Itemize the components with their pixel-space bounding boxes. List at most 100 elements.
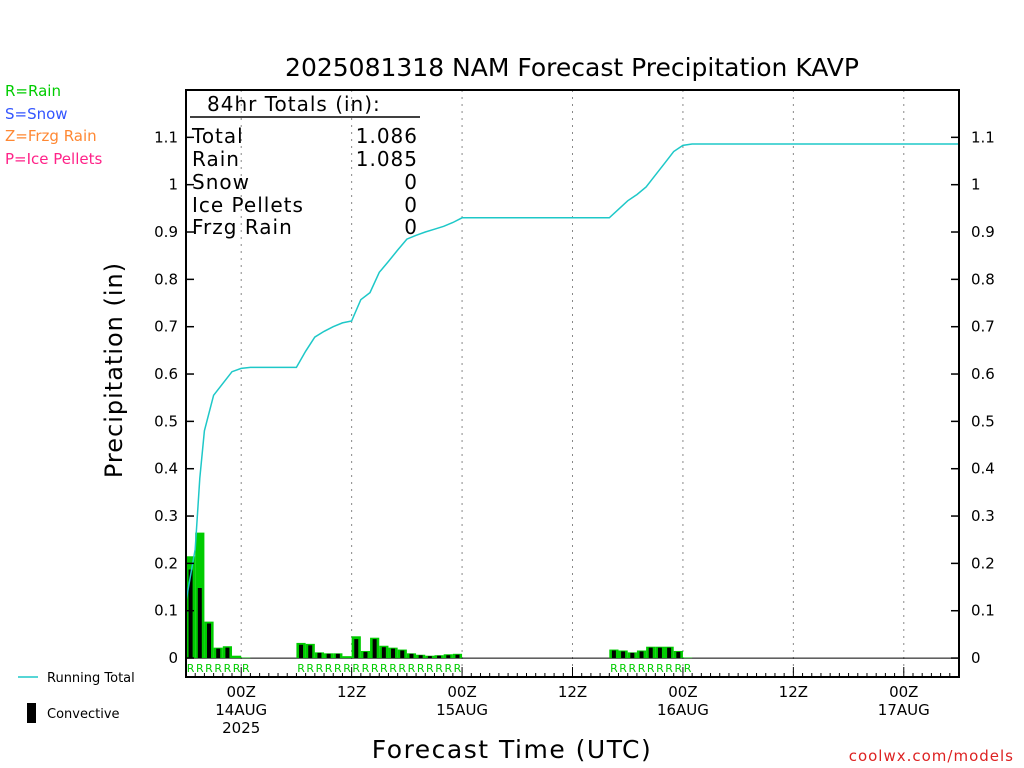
rain-type-mark: R (371, 662, 379, 675)
convective-bar (611, 650, 616, 659)
y-axis-label: Precipitation (in) (100, 262, 128, 478)
rain-type-mark: R (398, 662, 406, 675)
convective-bar (639, 651, 644, 659)
rain-type-mark: R (665, 662, 673, 675)
x-tick-label: 14AUG (215, 701, 267, 719)
totals-value-ice-pellets: 0 (404, 193, 418, 217)
x-tick-label: 12Z (558, 683, 587, 701)
convective-bar (630, 652, 635, 659)
bars (186, 532, 693, 659)
rain-type-mark: R (233, 662, 241, 675)
convective-bar (326, 653, 331, 659)
rain-type-mark: R (343, 662, 351, 675)
convective-bar (299, 644, 304, 659)
x-tick-label: 00Z (889, 683, 918, 701)
x-tick-label: 17AUG (878, 701, 930, 719)
convective-bar (335, 653, 340, 659)
series-legend: Running Total Convective (18, 671, 135, 723)
y-tick-label-right: 0.5 (971, 412, 995, 430)
convective-bar (657, 647, 662, 659)
x-axis-label: Forecast Time (UTC) (372, 735, 652, 764)
convective-bar (317, 652, 322, 659)
y-tick-label-left: 0.1 (154, 602, 178, 620)
rain-type-mark: R (214, 662, 222, 675)
rain-type-mark: R (306, 662, 314, 675)
convective-bar (372, 639, 377, 659)
y-tick-label-left: 0.7 (154, 318, 178, 336)
y-tick-label-right: 0.3 (971, 507, 995, 525)
totals-value-frzg-rain: 0 (404, 215, 418, 239)
convective-bar (676, 651, 681, 659)
totals-value-total: 1.086 (356, 124, 418, 148)
totals-value-snow: 0 (404, 170, 418, 194)
rain-bar (232, 655, 242, 659)
legend-ice-pellets: P=Ice Pellets (5, 150, 102, 168)
convective-bar (418, 655, 423, 659)
convective-bar (400, 650, 405, 659)
rain-type-mark: R (647, 662, 655, 675)
convective-bar (308, 645, 313, 659)
convective-legend-swatch (27, 703, 36, 723)
rain-type-mark: R (454, 662, 462, 675)
x-tick-label: 00Z (447, 683, 476, 701)
convective-bar (455, 654, 460, 659)
totals-label-snow: Snow (192, 170, 250, 194)
rain-type-mark: R (610, 662, 618, 675)
rain-type-mark: R (417, 662, 425, 675)
x-tick-label: 00Z (668, 683, 697, 701)
chart-title: 2025081318 NAM Forecast Precipitation KA… (285, 53, 859, 82)
y-tick-label-right: 0.6 (971, 365, 995, 383)
y-tick-label-right: 1 (971, 176, 981, 194)
y-tick-label-left: 1.1 (154, 128, 178, 146)
type-legend: R=Rain S=Snow Z=Frzg Rain P=Ice Pellets (5, 82, 102, 168)
rain-type-mark: R (638, 662, 646, 675)
convective-bar (391, 648, 396, 659)
totals-header: 84hr Totals (in): (207, 92, 381, 116)
rain-type-mark: R (352, 662, 360, 675)
y-tick-label-left: 0.8 (154, 270, 178, 288)
totals-label-frzg-rain: Frzg Rain (192, 215, 293, 239)
legend-rain: R=Rain (5, 82, 61, 100)
rain-bar (682, 657, 693, 659)
y-tick-label-right: 0.8 (971, 270, 995, 288)
y-tick-label-right: 1.1 (971, 128, 995, 146)
rain-type-mark: R (362, 662, 370, 675)
x-tick-label: 15AUG (436, 701, 488, 719)
legend-snow: S=Snow (5, 105, 68, 123)
y-tick-label-left: 0 (168, 649, 178, 667)
totals-label-ice-pellets: Ice Pellets (192, 193, 304, 217)
convective-legend-label: Convective (47, 707, 120, 722)
y-tick-label-right: 0.1 (971, 602, 995, 620)
x-tick-label: 12Z (779, 683, 808, 701)
convective-bar (188, 569, 193, 659)
running-total-polyline (185, 143, 959, 602)
convective-bar (446, 655, 451, 659)
rain-type-mark: R (187, 662, 195, 675)
rain-type-mark: R (297, 662, 305, 675)
rain-type-mark: R (444, 662, 452, 675)
x-tick-label: 00Z (227, 683, 256, 701)
totals-label-rain: Rain (192, 147, 240, 171)
rain-type-mark: R (380, 662, 388, 675)
credit-link[interactable]: coolwx.com/models (849, 747, 1014, 765)
convective-bar (207, 623, 212, 659)
totals-value-rain: 1.085 (356, 147, 418, 171)
rain-bar (342, 656, 352, 659)
convective-bar (225, 647, 230, 659)
rain-bar (241, 657, 251, 659)
rain-type-mark: R (656, 662, 664, 675)
x-tick-label: 16AUG (657, 701, 709, 719)
rain-type-mark: R (325, 662, 333, 675)
rain-type-mark: R (334, 662, 342, 675)
convective-bar (381, 647, 386, 659)
y-tick-label-left: 0.6 (154, 365, 178, 383)
convective-bar (363, 651, 368, 659)
totals-label-total: Total (191, 124, 244, 148)
rain-type-mark: R (389, 662, 397, 675)
rain-type-mark: R (408, 662, 416, 675)
convective-bar (667, 647, 672, 659)
